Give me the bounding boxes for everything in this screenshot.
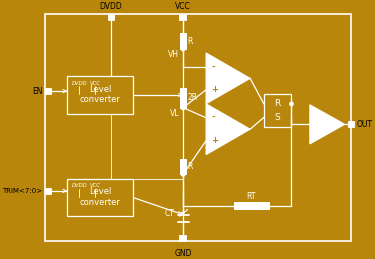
Circle shape (290, 102, 293, 106)
Circle shape (182, 93, 185, 97)
Text: Level: Level (89, 187, 112, 196)
Text: OUT: OUT (357, 120, 373, 129)
Bar (68, 76, 134, 113)
Polygon shape (206, 53, 250, 104)
Text: VCC: VCC (90, 183, 101, 189)
Circle shape (182, 106, 185, 110)
Polygon shape (206, 104, 250, 155)
Text: VH: VH (168, 50, 179, 59)
Bar (45, 14, 351, 241)
Text: S: S (275, 113, 280, 122)
Text: -: - (211, 62, 215, 71)
Polygon shape (310, 105, 345, 144)
Text: CT: CT (165, 209, 175, 218)
Text: +: + (211, 85, 219, 94)
Text: R: R (274, 99, 281, 109)
Bar (179, 235, 186, 241)
Text: TRIM<7:0>: TRIM<7:0> (3, 188, 43, 194)
Text: DVDD: DVDD (99, 2, 122, 11)
Circle shape (182, 172, 185, 176)
Text: VCC: VCC (90, 81, 101, 86)
Text: GND: GND (174, 249, 192, 257)
Text: DVDD: DVDD (72, 183, 87, 189)
Bar (180, 88, 186, 108)
Bar (45, 188, 51, 194)
Text: R: R (188, 37, 193, 46)
Bar (45, 88, 51, 94)
Text: Level: Level (89, 85, 112, 93)
Text: 2R: 2R (188, 93, 198, 102)
Text: converter: converter (80, 198, 121, 207)
Bar (108, 14, 114, 20)
Text: -: - (211, 113, 215, 122)
Bar (234, 202, 268, 210)
Text: DVDD: DVDD (72, 81, 87, 86)
Text: EN: EN (32, 87, 43, 96)
Text: +: + (211, 136, 219, 145)
Text: VCC: VCC (175, 2, 191, 11)
Bar (68, 179, 134, 216)
Bar (180, 159, 186, 174)
Bar (179, 14, 186, 20)
Text: VL: VL (170, 109, 179, 118)
Text: R: R (188, 162, 193, 171)
Text: converter: converter (80, 95, 121, 104)
Bar (180, 33, 186, 49)
Circle shape (182, 172, 185, 176)
Circle shape (182, 47, 185, 51)
Bar (348, 121, 354, 127)
Text: RT: RT (246, 192, 256, 201)
Circle shape (182, 106, 185, 110)
Bar (264, 94, 291, 127)
